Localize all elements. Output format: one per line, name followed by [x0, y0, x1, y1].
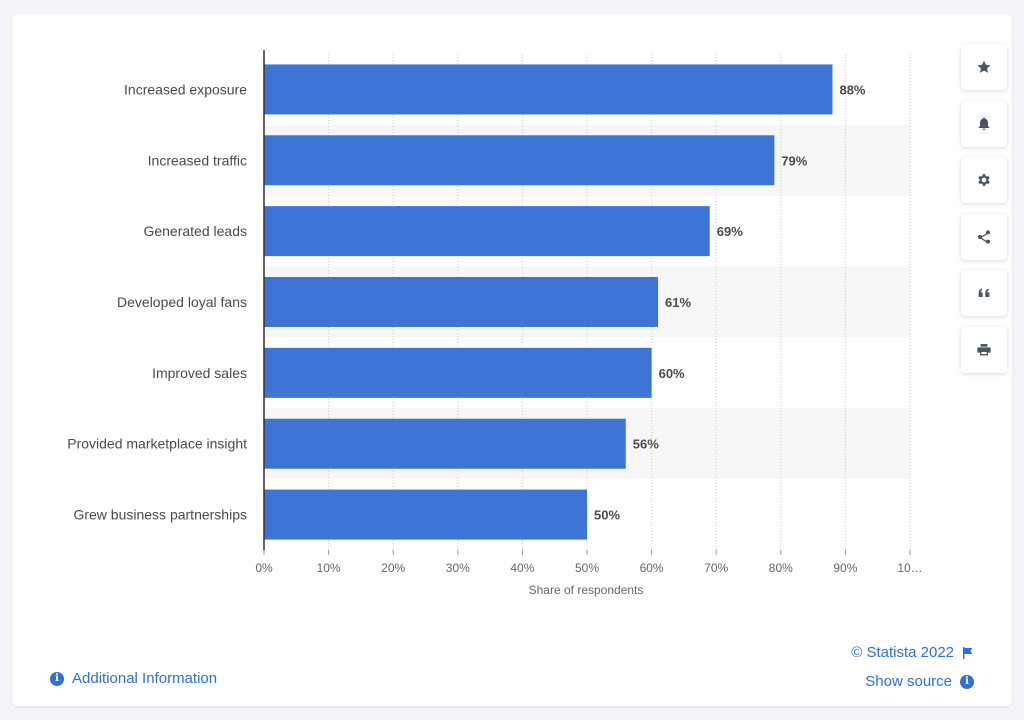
- bar: [264, 489, 587, 540]
- notification-button[interactable]: [961, 100, 1007, 147]
- category-label: Provided marketplace insight: [67, 436, 247, 452]
- category-label: Developed loyal fans: [117, 294, 247, 310]
- category-label: Generated leads: [143, 223, 247, 239]
- chart-card: 0% 10% 20% 30% 40% 50% 60% 70% 80% 90% 10… Share of…: [12, 14, 1012, 706]
- data-label: 56%: [633, 437, 659, 452]
- gear-icon: [978, 174, 990, 186]
- chart-toolbar: [961, 44, 1009, 383]
- x-tick-label: 70%: [704, 561, 728, 575]
- bar: [264, 135, 775, 186]
- category-label: Improved sales: [152, 365, 247, 381]
- info-icon: i: [960, 674, 974, 689]
- favorite-button[interactable]: [961, 44, 1007, 90]
- credit-label: © Statista 2022: [851, 644, 954, 661]
- data-label: 88%: [839, 82, 865, 97]
- statista-credit-link[interactable]: © Statista 2022: [851, 644, 974, 661]
- x-tick-label: 40%: [510, 561, 534, 575]
- additional-information-link[interactable]: i Additional Information: [50, 670, 217, 687]
- star-icon: [977, 60, 991, 73]
- x-tick-label: 20%: [381, 561, 405, 575]
- bar-chart: 0% 10% 20% 30% 40% 50% 60% 70% 80% 90% 10… Share of…: [67, 50, 923, 597]
- bar: [264, 277, 659, 327]
- share-button[interactable]: [961, 213, 1007, 260]
- additional-information-label: Additional Information: [72, 670, 218, 687]
- x-tick-label: 10…: [897, 561, 922, 575]
- x-tick-label: 30%: [446, 561, 470, 575]
- info-icon: i: [50, 671, 64, 686]
- settings-button[interactable]: [961, 157, 1007, 203]
- data-label: 50%: [594, 508, 620, 523]
- bell-icon: [978, 116, 990, 130]
- category-label: Increased traffic: [148, 152, 247, 168]
- x-tick-label: 10%: [317, 561, 341, 575]
- category-label: Increased exposure: [124, 81, 247, 97]
- x-axis-title: Share of respondents: [529, 583, 644, 597]
- print-icon: [977, 343, 991, 355]
- show-source-link[interactable]: Show source i: [865, 673, 974, 690]
- data-label: 79%: [781, 153, 807, 168]
- bar: [264, 206, 710, 257]
- share-icon: [978, 229, 990, 244]
- bar: [264, 418, 626, 469]
- bar: [264, 64, 833, 115]
- show-source-label: Show source: [865, 673, 952, 690]
- x-tick-label: 50%: [575, 561, 599, 575]
- bar: [264, 347, 652, 398]
- x-tick-label: 80%: [769, 561, 793, 575]
- x-tick-label: 90%: [833, 561, 857, 575]
- x-tick-label: 60%: [640, 561, 664, 575]
- print-button[interactable]: [961, 326, 1007, 373]
- data-label: 61%: [665, 295, 691, 310]
- cite-button[interactable]: [961, 270, 1007, 316]
- quote-icon: [978, 288, 990, 297]
- x-tick-label: 0%: [255, 561, 273, 575]
- data-label: 60%: [659, 366, 685, 381]
- flag-icon: [962, 646, 974, 659]
- category-label: Grew business partnerships: [73, 507, 247, 523]
- data-label: 69%: [717, 224, 743, 239]
